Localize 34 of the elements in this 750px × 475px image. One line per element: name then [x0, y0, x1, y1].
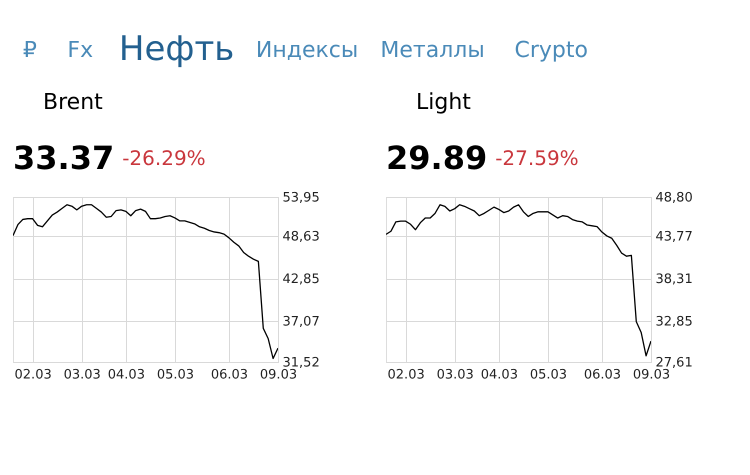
text: Нефть	[118, 29, 234, 69]
x-tick-label: 03.03	[64, 368, 101, 382]
x-tick-label: 05.03	[530, 368, 568, 382]
text: -27.59%	[495, 146, 579, 170]
line-series	[13, 204, 278, 360]
text: Crypto	[514, 38, 588, 63]
x-tick-label: 03.03	[436, 368, 474, 382]
text: Металлы	[380, 38, 485, 63]
y-tick-label: 43,77	[656, 230, 693, 245]
y-tick-label: 53,95	[282, 190, 320, 206]
x-tick-label: 04.03	[108, 368, 145, 382]
x-tick-label: 02.03	[388, 368, 425, 382]
text: -26.29%	[122, 146, 206, 170]
chart-title: Light	[416, 90, 472, 116]
chart-title: Brent	[43, 90, 104, 116]
x-tick-label: 04.03	[480, 368, 518, 382]
text: Fx	[67, 38, 94, 63]
x-tick-label: 06.03	[584, 368, 622, 382]
x-tick-label: 09.03	[260, 368, 298, 382]
x-tick-label: 05.03	[156, 368, 194, 382]
y-tick-label: 42,85	[282, 272, 320, 288]
text: 29.89	[386, 139, 488, 178]
text: Индексы	[256, 38, 358, 63]
y-tick-label: 48,80	[656, 190, 693, 206]
y-tick-label: 32,85	[656, 314, 693, 330]
y-tick-label: 48,63	[282, 230, 320, 245]
x-tick-label: 02.03	[14, 368, 52, 382]
x-tick-label: 06.03	[210, 368, 248, 382]
x-tick-label: 09.03	[632, 368, 670, 382]
y-tick-label: 38,31	[656, 272, 693, 288]
text: ₽	[22, 38, 37, 63]
line-series	[386, 204, 651, 356]
y-tick-label: 37,07	[282, 314, 320, 330]
text: 33.37	[13, 139, 114, 178]
